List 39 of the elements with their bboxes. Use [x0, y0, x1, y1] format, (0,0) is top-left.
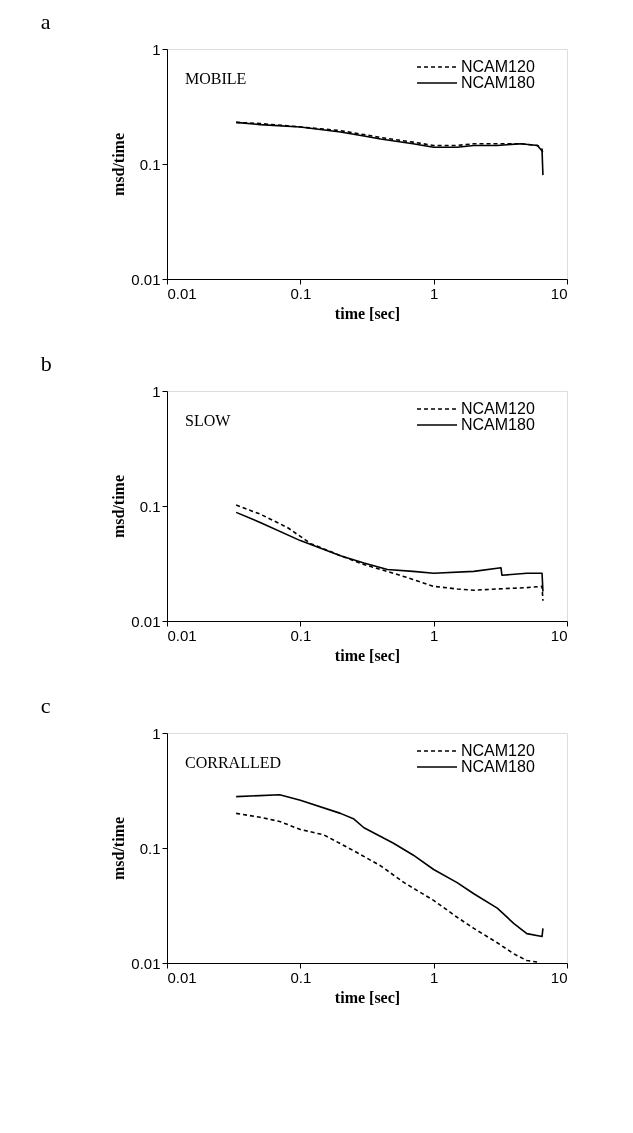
y-tick-label: 0.01 [131, 954, 161, 972]
y-axis-title: msd/time [110, 816, 128, 881]
x-axis-title: time [sec] [334, 988, 401, 1006]
y-tick-label: 1 [152, 40, 161, 58]
legend-label: NCAM120 [461, 742, 535, 759]
x-axis-title: time [sec] [334, 304, 401, 322]
x-tick-label: 0.01 [167, 626, 197, 644]
y-tick-label: 0.01 [131, 270, 161, 288]
annotation: SLOW [185, 412, 232, 429]
x-tick-label: 1 [429, 626, 439, 644]
chart-title: c [40, 693, 51, 718]
x-tick-label: 0.01 [167, 968, 197, 986]
x-tick-label: 10 [550, 968, 568, 986]
legend-label: NCAM120 [461, 58, 535, 75]
legend-label: NCAM180 [461, 416, 535, 433]
y-axis-title: msd/time [110, 474, 128, 539]
x-tick-label: 10 [550, 284, 568, 302]
x-tick-label: 0.1 [290, 284, 312, 302]
y-tick-label: 0.1 [139, 155, 161, 173]
chart-title: b [40, 351, 52, 376]
y-tick-label: 1 [152, 724, 161, 742]
annotation: CORRALLED [185, 754, 281, 771]
x-axis-title: time [sec] [334, 646, 401, 664]
y-tick-label: 0.1 [139, 839, 161, 857]
x-tick-label: 0.1 [290, 968, 312, 986]
y-tick-label: 1 [152, 382, 161, 400]
annotation: MOBILE [185, 70, 247, 87]
y-axis-title: msd/time [110, 132, 128, 197]
x-tick-label: 0.01 [167, 284, 197, 302]
x-tick-label: 1 [429, 968, 439, 986]
chart-title: a [40, 9, 51, 34]
legend-label: NCAM120 [461, 400, 535, 417]
x-tick-label: 10 [550, 626, 568, 644]
y-tick-label: 0.01 [131, 612, 161, 630]
legend-label: NCAM180 [461, 74, 535, 91]
x-tick-label: 1 [429, 284, 439, 302]
legend-label: NCAM180 [461, 758, 535, 775]
y-tick-label: 0.1 [139, 497, 161, 515]
x-tick-label: 0.1 [290, 626, 312, 644]
